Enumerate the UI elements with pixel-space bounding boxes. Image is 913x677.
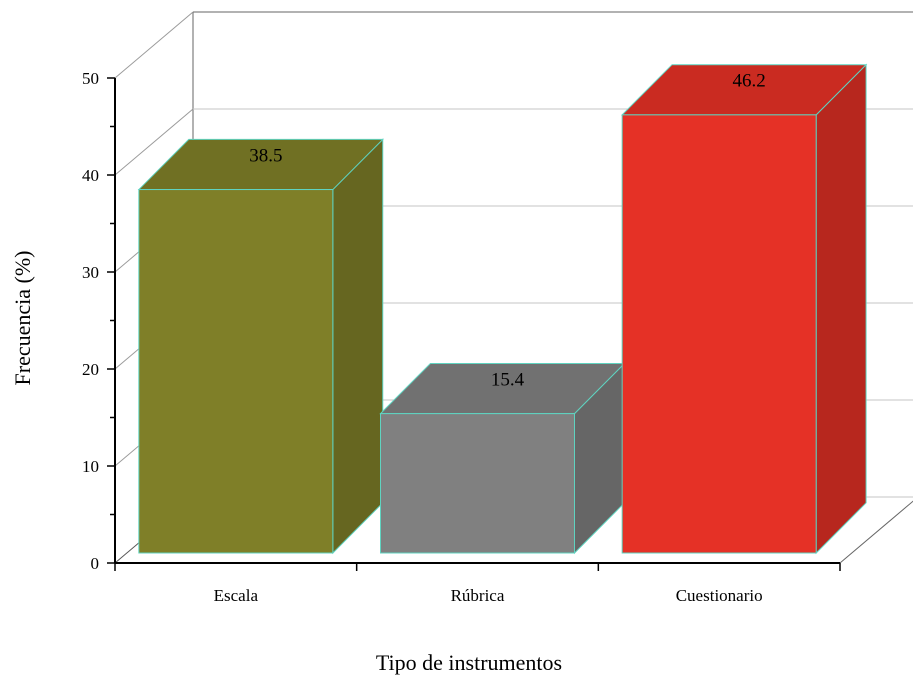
bar-front-face [380, 413, 575, 554]
bars-layer [137, 63, 868, 555]
y-tick-label: 50 [82, 69, 99, 88]
bar-side-face [815, 63, 867, 555]
x-tick-label: Cuestionario [676, 586, 763, 605]
floor-right-edge [839, 500, 913, 564]
bar-cuestionario [620, 63, 868, 555]
x-tick-label: Rúbrica [451, 586, 505, 605]
bar-front-face [138, 189, 334, 554]
y-tick-label: 10 [82, 457, 99, 476]
bar-rúbrica [379, 362, 626, 555]
bar-front-face [621, 114, 817, 554]
x-axis-title: Tipo de instrumentos [376, 650, 562, 675]
data-label: 15.4 [491, 369, 525, 390]
label-layer: 38.5 Escala 15.4 Rúbrica 46.2 Cuestionario 0 10… [82, 69, 766, 605]
axis-layer [107, 77, 841, 571]
data-label: 46.2 [733, 71, 766, 92]
y-tick-label: 40 [82, 166, 99, 185]
y-axis-title: Frecuencia (%) [10, 251, 35, 386]
y-tick-label: 0 [91, 554, 100, 573]
data-label: 38.5 [249, 145, 282, 166]
y-tick-label: 30 [82, 263, 99, 282]
bar-escala [137, 138, 384, 555]
y-tick-label: 20 [82, 360, 99, 379]
bar-side-face [332, 138, 384, 555]
x-tick-label: Escala [214, 586, 259, 605]
gridline-diagonal [114, 11, 194, 79]
gridline-diagonal [114, 108, 194, 176]
